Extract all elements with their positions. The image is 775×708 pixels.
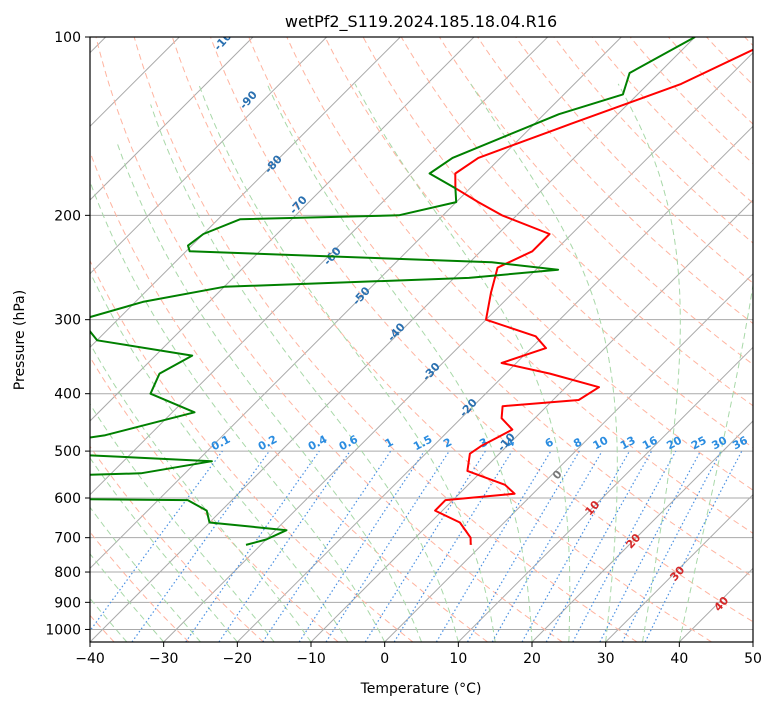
moist-adiabat-line: [470, 83, 618, 642]
moist-adiabat-line: [354, 83, 571, 642]
mixing-ratio-line: [521, 450, 631, 642]
y-tick-label: 600: [54, 491, 81, 507]
isotherm-line: [90, 37, 549, 496]
dry-adiabat-line: [591, 37, 753, 204]
y-tick-label: 100: [54, 30, 81, 46]
moist-adiabat-line: [266, 83, 533, 642]
mixing-ratio-line: [393, 450, 513, 642]
dry-adiabat-line: [133, 37, 638, 642]
dry-adiabat-line: [477, 37, 753, 325]
dry-adiabat-line: [248, 37, 753, 578]
dry-adiabat-line: [90, 445, 264, 642]
sounding-profiles: [90, 37, 753, 546]
mixing-ratio-line: [90, 450, 223, 632]
mixing-ratio-label: 20: [664, 434, 684, 453]
dewpoint-profile: [90, 37, 696, 546]
dry-adiabat-line: [171, 37, 712, 642]
isotherm-line: [90, 37, 622, 570]
isotherm-line: [90, 37, 328, 275]
y-tick-label: 900: [54, 595, 81, 611]
isotherm-line: [531, 420, 753, 642]
y-tick-label: 700: [54, 531, 81, 547]
dry-adiabat-line: [362, 37, 753, 449]
y-tick-label: 800: [54, 565, 81, 581]
dry-adiabat-line: [400, 37, 753, 407]
mixing-ratio-line: [325, 450, 450, 642]
background-lines: [90, 37, 753, 642]
x-tick-label: −20: [223, 651, 253, 667]
moist-adiabat-line: [90, 597, 128, 642]
x-tick-label: 30: [597, 651, 615, 667]
mixing-ratio-line: [545, 450, 653, 642]
plot-background: [90, 37, 753, 642]
y-tick-label: 300: [54, 313, 81, 329]
mixing-ratio-line: [572, 450, 677, 642]
y-axis-label: Pressure (hPa): [12, 290, 28, 390]
mixing-ratio-label: 13: [618, 434, 638, 453]
x-tick-label: 0: [380, 651, 389, 667]
isotherm-line: [236, 125, 753, 642]
plot-frame: [89, 36, 754, 643]
moist-adiabat-line: [90, 506, 201, 642]
chart-title: wetPf2_S119.2024.185.18.04.R16: [285, 12, 557, 32]
moist-adiabat-line: [90, 180, 386, 642]
mixing-ratio-line: [435, 450, 552, 642]
temperature-profile: [434, 48, 753, 545]
mixing-ratio-line: [185, 450, 320, 642]
moist-adiabat-line: [617, 83, 681, 642]
isotherm-line: [605, 493, 753, 642]
mixing-ratio-line: [491, 450, 603, 642]
moist-adiabat-line: [90, 457, 238, 642]
mixing-ratio-label: 16: [640, 434, 660, 453]
mixing-ratio-label: 10: [591, 434, 611, 453]
moist-adiabat-line: [90, 403, 275, 642]
isotherm-line: [163, 51, 753, 642]
x-tick-label: −40: [75, 651, 105, 667]
x-axis-ticks: −40 −30 −20 −10 0 10 20 30 40 50: [75, 642, 762, 667]
moist-adiabat-line: [90, 553, 165, 642]
mixing-ratio-label: 36: [730, 434, 750, 453]
mixing-ratio-line: [131, 450, 270, 642]
y-tick-label: 400: [54, 387, 81, 403]
mixing-ratio-label: 30: [710, 434, 730, 453]
x-tick-label: 10: [449, 651, 467, 667]
x-tick-label: −30: [149, 651, 179, 667]
moist-adiabat-line: [150, 104, 459, 642]
y-axis-ticks: 100 200 300 400 500 600 700 800 900 1000: [45, 30, 90, 638]
mixing-ratio-line: [364, 450, 486, 642]
dry-adiabat-line: [324, 37, 753, 491]
dry-adiabat-line: [210, 37, 753, 623]
dry-adiabat-line: [629, 37, 753, 165]
moist-adiabat-line: [90, 342, 312, 642]
mixing-ratio-label: 25: [689, 434, 709, 453]
y-tick-label: 500: [54, 444, 81, 460]
dry-adiabat-line: [90, 259, 414, 642]
x-tick-label: −10: [296, 651, 326, 667]
y-tick-label: 200: [54, 208, 81, 224]
mixing-ratio-line: [466, 450, 580, 642]
dry-adiabat-line: [515, 37, 753, 284]
x-tick-label: 50: [744, 651, 762, 667]
isotherm-line: [384, 272, 753, 642]
moist-adiabat-line: [678, 282, 753, 642]
x-axis-label: Temperature (°C): [360, 681, 482, 697]
isotherm-line: [90, 37, 254, 201]
dry-adiabat-line: [95, 37, 563, 642]
moist-adiabat-line: [116, 141, 422, 642]
x-tick-label: 40: [670, 651, 688, 667]
moist-adiabat-line: [198, 83, 496, 642]
x-tick-label: 20: [523, 651, 541, 667]
isotherm-line: [752, 641, 753, 642]
mixing-ratio-line: [218, 450, 351, 642]
isotherm-line: [90, 37, 475, 422]
y-tick-label: 1000: [45, 622, 81, 638]
isotherm-line: [457, 346, 753, 642]
